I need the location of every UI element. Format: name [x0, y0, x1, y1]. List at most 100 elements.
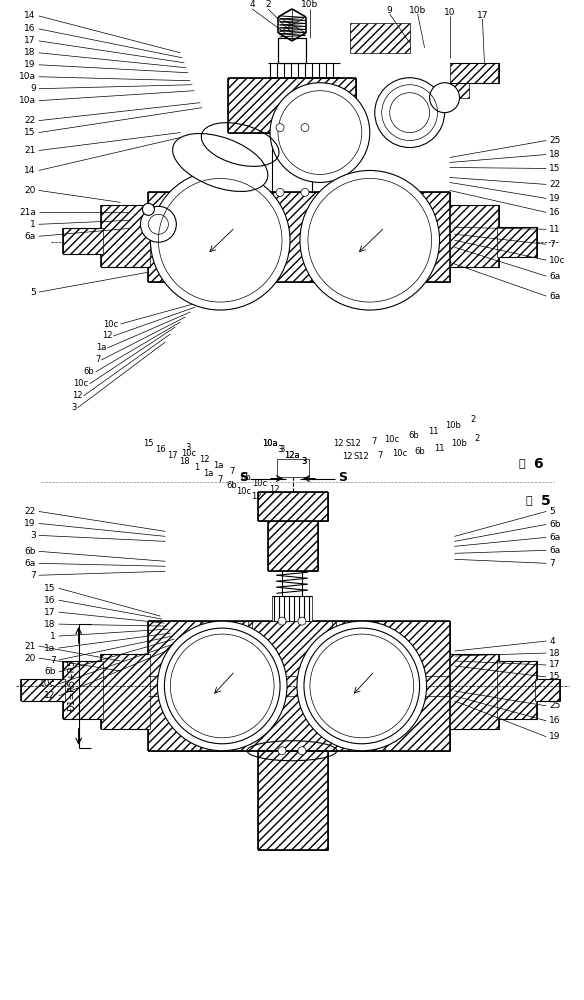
Text: 6b: 6b	[549, 520, 561, 529]
Text: 12: 12	[199, 455, 210, 464]
Bar	[258, 751, 328, 850]
Text: 1a: 1a	[213, 461, 224, 470]
Text: 6b: 6b	[414, 447, 425, 456]
Text: 3: 3	[277, 445, 283, 454]
Text: 6a: 6a	[549, 546, 561, 555]
Text: 18: 18	[549, 649, 561, 658]
Text: 16: 16	[155, 445, 166, 454]
Text: 5: 5	[30, 288, 36, 297]
Text: 16: 16	[549, 716, 561, 725]
Text: 4: 4	[549, 637, 555, 646]
Text: 6b: 6b	[44, 667, 55, 676]
Text: 1a: 1a	[44, 644, 55, 653]
Circle shape	[301, 188, 309, 196]
Text: 7: 7	[30, 571, 36, 580]
Text: 3: 3	[30, 531, 36, 540]
Text: 16: 16	[44, 596, 55, 605]
Text: 6b: 6b	[408, 431, 419, 440]
Text: 18: 18	[44, 620, 55, 629]
Text: 7: 7	[217, 475, 223, 484]
Circle shape	[278, 747, 286, 755]
Circle shape	[278, 617, 286, 625]
Text: 3: 3	[279, 445, 285, 454]
Text: 25: 25	[549, 136, 561, 145]
Circle shape	[298, 617, 306, 625]
Text: 19: 19	[25, 519, 36, 528]
Text: 3: 3	[301, 457, 307, 466]
Bar	[277, 459, 309, 477]
Text: 16: 16	[549, 208, 561, 217]
Text: S12: S12	[354, 452, 370, 461]
Bar	[148, 621, 450, 751]
Text: 11: 11	[434, 444, 445, 453]
Bar	[100, 205, 151, 267]
Text: 10c: 10c	[74, 379, 89, 388]
Text: 6a: 6a	[549, 292, 561, 301]
Text: 2: 2	[475, 434, 480, 443]
Text: 12: 12	[44, 691, 55, 700]
Text: 10b: 10b	[446, 421, 461, 430]
Text: 18: 18	[549, 150, 561, 159]
Text: 10b: 10b	[451, 439, 467, 448]
Text: 15: 15	[25, 128, 36, 137]
Bar	[62, 661, 103, 719]
Text: 12: 12	[102, 331, 113, 340]
Text: 図: 図	[526, 496, 533, 506]
Text: 12: 12	[333, 439, 343, 448]
Text: 7: 7	[230, 467, 235, 476]
Text: 6: 6	[533, 457, 543, 471]
Text: 10a: 10a	[262, 439, 278, 448]
Text: 10c: 10c	[392, 449, 407, 458]
Bar	[350, 23, 409, 53]
Bar	[272, 596, 312, 621]
Text: 6a: 6a	[549, 533, 561, 542]
Text: 10a: 10a	[262, 439, 278, 448]
Text: 7: 7	[549, 240, 555, 249]
Bar	[278, 38, 306, 63]
Text: S: S	[239, 471, 248, 484]
Text: 15: 15	[44, 584, 55, 593]
Bar	[62, 228, 103, 254]
Text: 10c: 10c	[252, 479, 267, 488]
Text: 20: 20	[25, 186, 36, 195]
Circle shape	[297, 621, 426, 751]
Text: 10a: 10a	[19, 96, 36, 105]
Text: 1: 1	[30, 220, 36, 229]
Bar	[228, 78, 356, 133]
Circle shape	[301, 124, 309, 132]
Text: 3: 3	[301, 457, 307, 466]
Text: 10c: 10c	[39, 679, 55, 688]
Circle shape	[298, 747, 306, 755]
Text: 6a: 6a	[25, 559, 36, 568]
Circle shape	[270, 83, 370, 182]
Text: 19: 19	[549, 732, 561, 741]
Text: 2: 2	[265, 0, 271, 9]
Text: 16: 16	[25, 24, 36, 33]
Text: 10c: 10c	[237, 487, 252, 496]
Text: 7: 7	[371, 437, 377, 446]
Text: 17: 17	[25, 36, 36, 45]
Text: 12: 12	[251, 492, 262, 501]
Text: 1: 1	[50, 632, 55, 641]
Bar	[450, 654, 499, 729]
Circle shape	[276, 124, 284, 132]
Text: 14: 14	[25, 166, 36, 175]
Text: 18: 18	[179, 457, 190, 466]
Text: 17: 17	[477, 11, 488, 20]
Text: 11: 11	[428, 427, 439, 436]
Text: 1a: 1a	[96, 343, 106, 352]
Text: 1a: 1a	[203, 469, 213, 478]
Text: 4: 4	[249, 0, 255, 9]
Text: 6a: 6a	[25, 232, 36, 241]
Text: 15: 15	[143, 439, 154, 448]
Text: 5: 5	[549, 507, 555, 516]
Text: 11: 11	[549, 225, 561, 234]
Text: 3: 3	[186, 443, 191, 452]
Text: 10c: 10c	[180, 449, 196, 458]
Text: 25: 25	[549, 701, 561, 710]
Text: 12: 12	[343, 452, 353, 461]
Bar	[536, 679, 560, 701]
Text: 21: 21	[25, 642, 36, 651]
Text: 7: 7	[549, 559, 555, 568]
Text: 12: 12	[269, 485, 279, 494]
